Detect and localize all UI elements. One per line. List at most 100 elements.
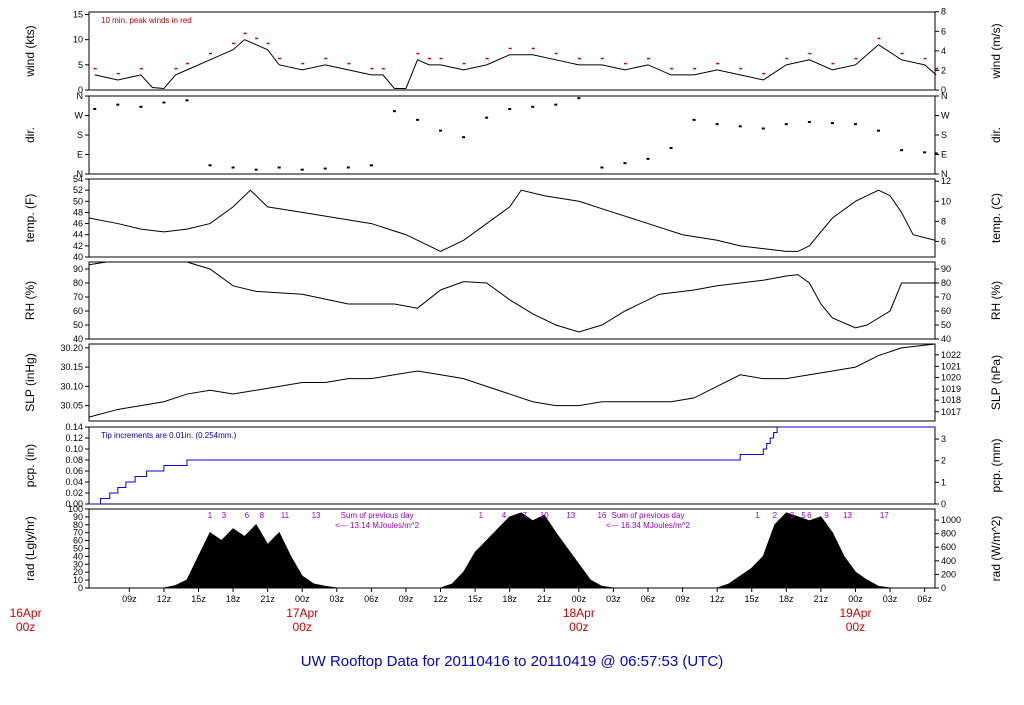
series-line-wind [94,39,937,90]
x-tick-label: 12z [433,594,448,604]
dir-point [208,164,212,167]
right-tick-label: 1000 [941,515,961,525]
right-tick-label: 1018 [941,395,961,405]
peak-wind-mark [266,42,270,45]
peak-wind-mark [243,32,247,35]
x-tick-label: 15z [744,594,759,604]
peak-wind-mark [301,62,305,65]
peak-wind-mark [762,72,766,75]
dir-point [877,129,881,132]
peak-wind-mark [174,67,178,70]
left-tick-label: 0.14 [65,422,83,432]
hour-mark-label: 13 [566,511,575,520]
x-tick-label: 00z [848,594,863,604]
panel-annotation-pcp: Tip increments are 0.01in. (0.254mm.) [101,431,237,440]
right-tick-label: 6 [941,26,946,36]
right-tick-label: 12 [941,176,951,186]
dir-point [600,166,604,169]
x-tick-label: 18z [779,594,794,604]
hour-mark-label: 3 [790,511,795,520]
x-tick-label: 00z [572,594,587,604]
hour-mark-label: 8 [260,511,265,520]
left-tick-label: 60 [73,536,83,546]
right-tick-label: W [941,111,950,121]
peak-wind-mark [462,62,466,65]
day-label-date: 19Apr [839,606,871,620]
x-tick-label: 15z [191,594,206,604]
right-tick-label: 8 [941,216,946,226]
left-tick-label: 20 [73,567,83,577]
left-tick-label: N [77,169,84,179]
dir-point [439,129,443,132]
hour-mark-label: 5 [801,511,806,520]
series-line-temp [88,189,936,252]
left-tick-label: 0 [78,85,83,95]
y-label-right-wind: wind (m/s) [989,23,1003,79]
series-line-slp [88,343,936,418]
right-tick-label: 4 [941,46,946,56]
left-tick-label: 70 [73,528,83,538]
peak-wind-mark [416,52,420,55]
left-tick-label: 44 [73,230,83,240]
x-tick-label: 09z [122,594,137,604]
left-tick-label: 5 [78,60,83,70]
peak-wind-mark [531,47,535,50]
hour-mark-label: 17 [880,511,889,520]
left-tick-label: 30.15 [60,362,83,372]
hour-mark-label: 6 [245,511,250,520]
left-tick-label: 90 [73,264,83,274]
dir-point [254,168,258,171]
x-tick-label: 06z [641,594,656,604]
peak-wind-mark [670,67,674,70]
y-label-right-pcp: pcp. (mm) [989,438,1003,492]
right-tick-label: 600 [941,542,956,552]
dir-point [508,108,512,110]
left-tick-label: 48 [73,207,83,217]
day-label-hour: 00z [846,620,865,634]
dir-point [369,164,373,167]
hour-mark-label: 10 [540,511,549,520]
left-tick-label: 60 [73,306,83,316]
x-tick-label: 09z [675,594,690,604]
left-tick-label: 0.12 [65,433,83,443]
x-tick-label: 06z [917,594,932,604]
hour-mark-label: 1 [479,511,484,520]
panel-frame-rh [88,261,936,340]
left-tick-label: 90 [73,512,83,522]
left-tick-label: 15 [73,10,83,20]
dir-point [669,147,673,149]
peak-wind-mark [255,37,259,40]
dir-point [277,166,281,169]
right-tick-label: 0 [941,499,946,509]
peak-wind-mark [923,57,927,60]
dir-point [531,105,535,108]
peak-wind-mark [693,67,697,70]
x-tick-label: 15z [468,594,483,604]
panel-frame-dir [88,95,936,175]
dir-point [923,151,927,154]
dir-point [738,125,742,128]
peak-wind-mark [116,72,120,75]
dir-point [900,149,904,152]
x-tick-label: 03z [883,594,898,604]
peak-wind-mark [278,57,282,60]
radiation-sum-value: <--- 13.14 MJoules/m^2 [335,521,420,530]
day-label-hour: 00z [16,620,35,634]
hour-mark-label: 6 [807,511,812,520]
peak-wind-mark [739,67,743,70]
hour-mark-label: 1 [208,511,213,520]
y-label-right-dir: dir. [989,127,1003,143]
dir-point [485,116,489,119]
right-tick-label: 2 [941,456,946,466]
y-label-left-rad: rad (Lgly/hr) [23,516,37,581]
dir-point [300,168,304,171]
dir-point [715,123,719,126]
peak-wind-mark [647,57,651,60]
peak-wind-mark [428,57,432,60]
hour-mark-label: 3 [222,511,227,520]
right-tick-label: 60 [941,306,951,316]
right-tick-label: S [941,130,947,140]
peak-wind-mark [831,62,835,65]
peak-wind-mark [185,62,189,65]
